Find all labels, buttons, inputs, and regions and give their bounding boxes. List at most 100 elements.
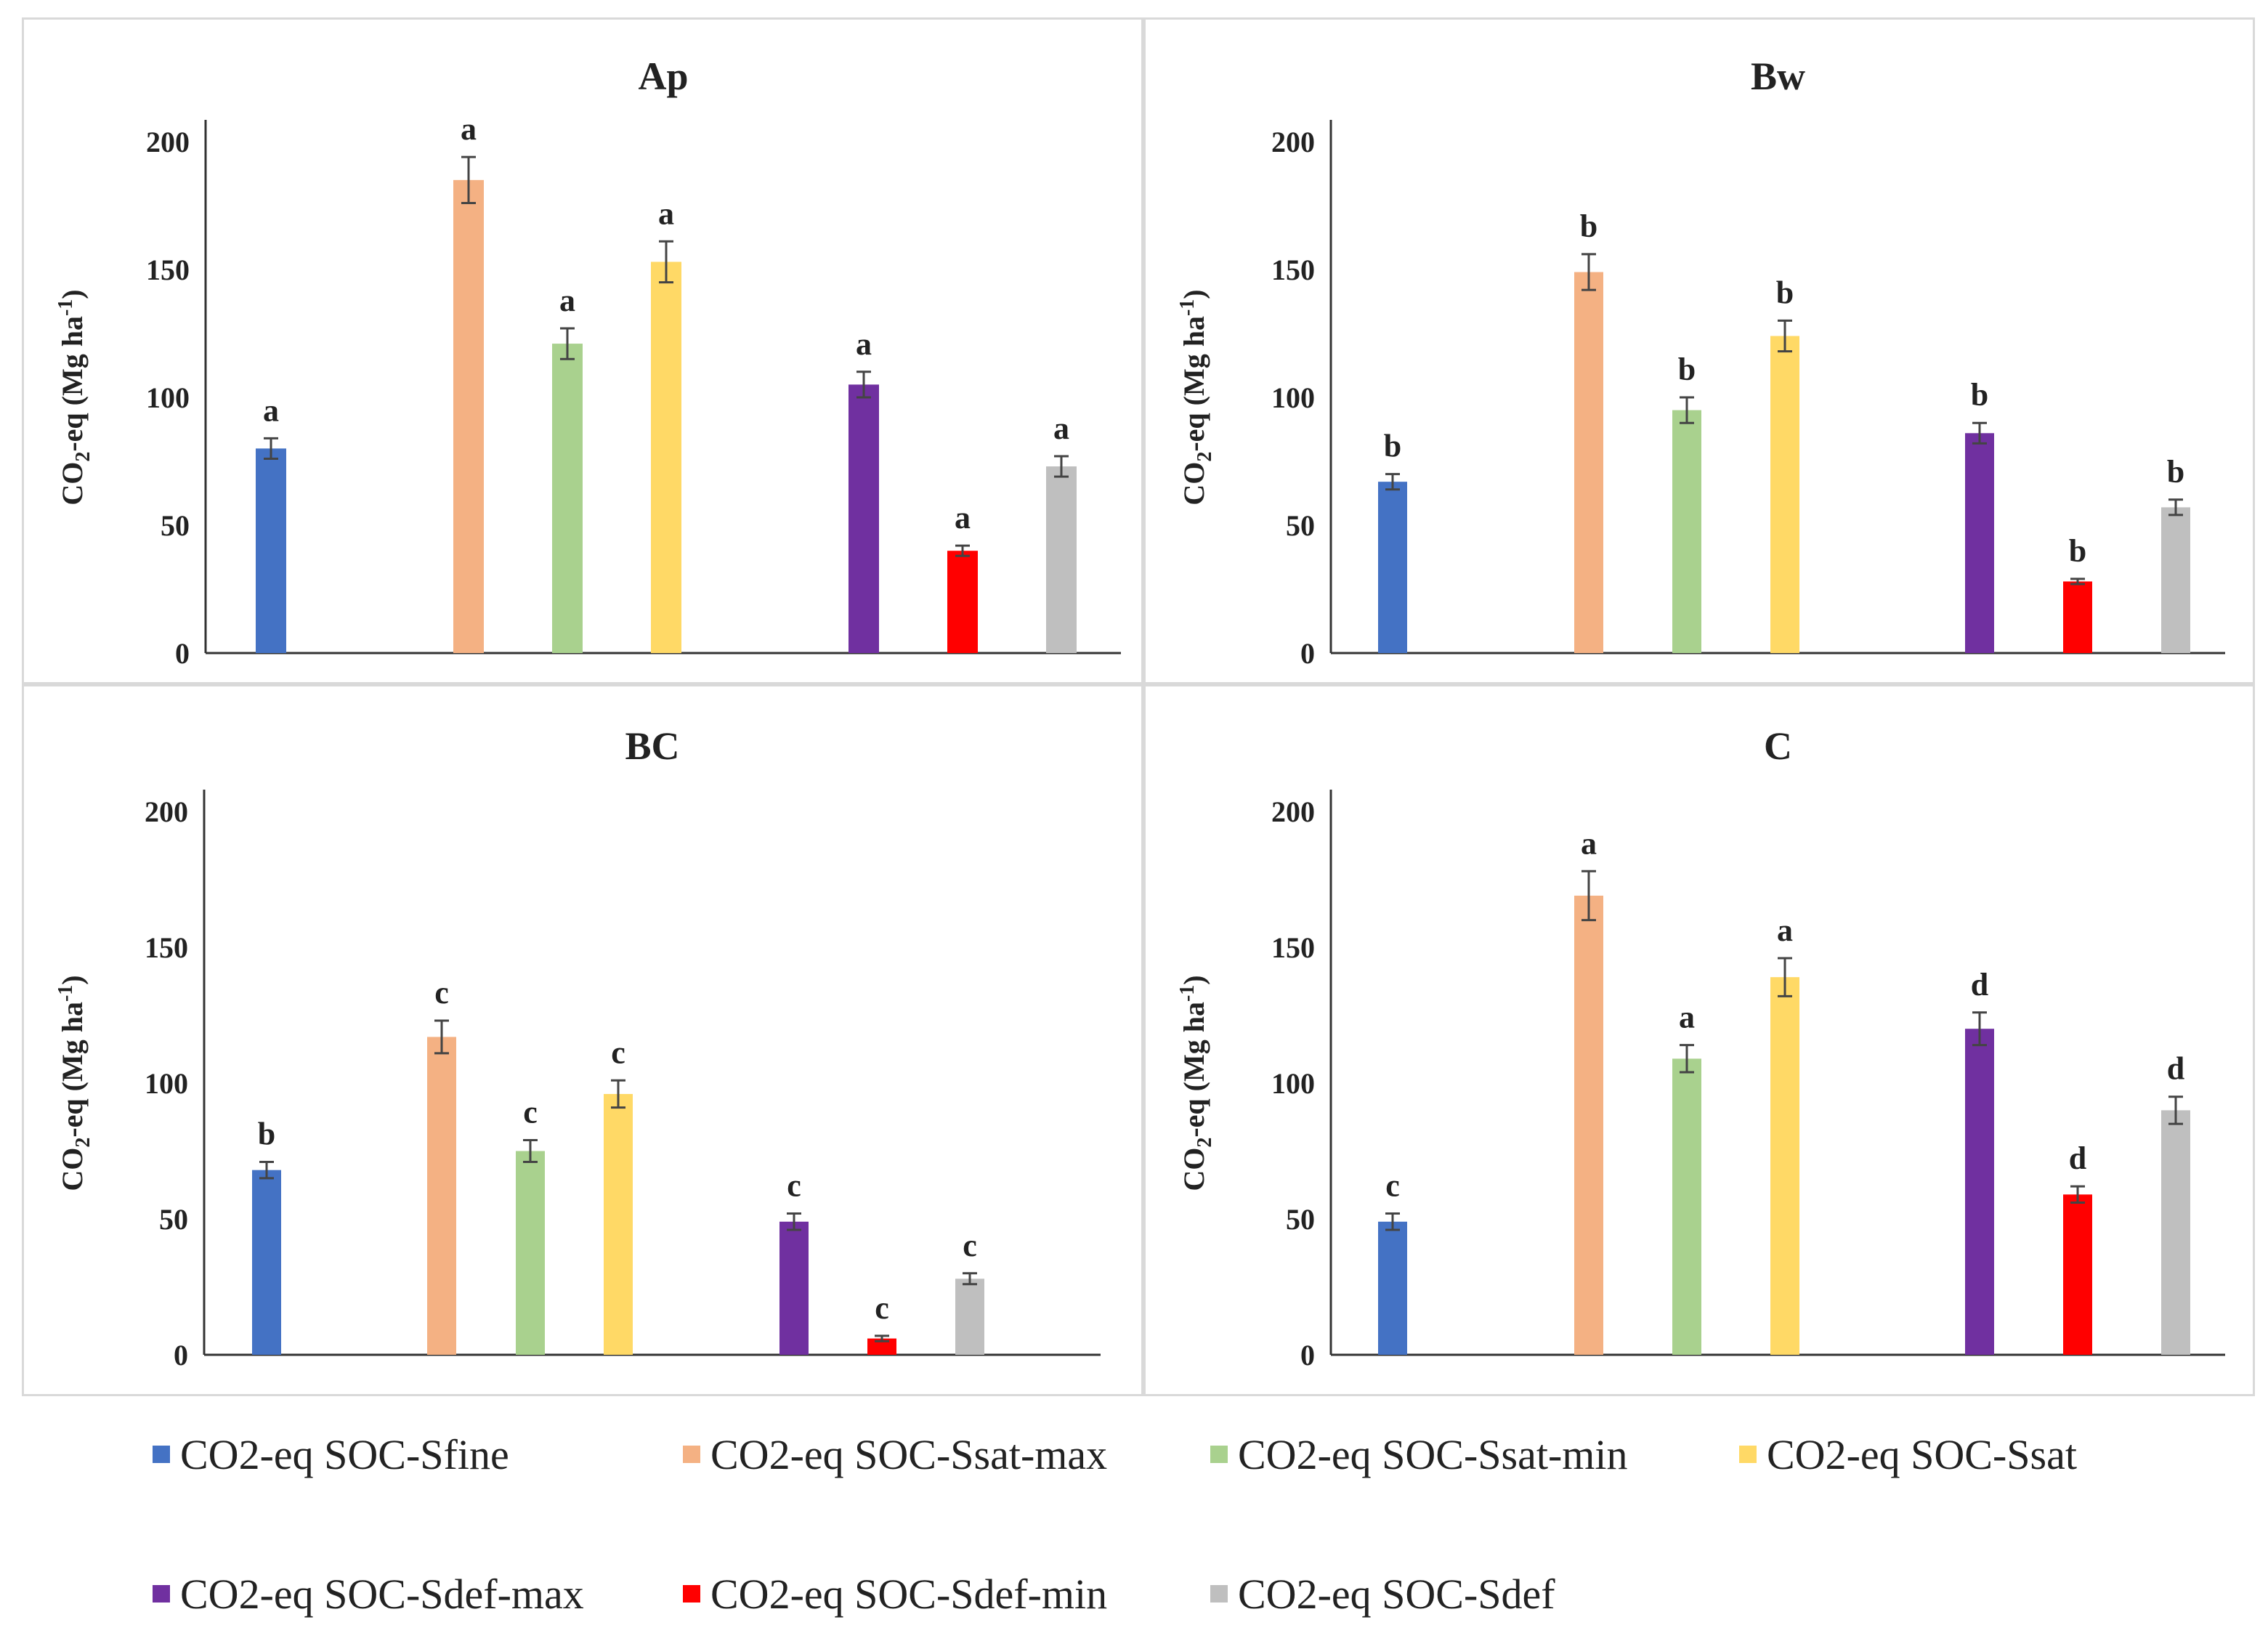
significance-letter: b [2167, 454, 2184, 490]
y-tick-label: 150 [146, 254, 190, 286]
chart-svg: Ap CO2-eq (Mg ha-1) 0 50 100 150 200 a a a a a a a [54, 54, 1121, 670]
significance-letter: a [1053, 410, 1069, 446]
bar-co2-eq-soc-sdef [2161, 507, 2190, 653]
bar-co2-eq-soc-ssat-min [516, 1151, 545, 1355]
significance-letter: c [434, 975, 449, 1010]
y-tick-label: 0 [1300, 637, 1315, 670]
legend-label: CO2-eq SOC-Ssat-max [710, 1430, 1108, 1478]
y-tick-label: 0 [1300, 1339, 1315, 1372]
significance-letter: c [875, 1290, 889, 1326]
bar-co2-eq-soc-ssat-max [427, 1037, 456, 1355]
bar-co2-eq-soc-ssat-max [1574, 895, 1603, 1355]
chart-svg: BC CO2-eq (Mg ha-1) 0 50 100 150 200 b c c c c c c [54, 724, 1101, 1372]
significance-letter: b [2069, 533, 2086, 569]
significance-letter: a [658, 195, 674, 231]
y-tick-label: 100 [146, 381, 190, 414]
bar-co2-eq-soc-sfine [256, 448, 286, 653]
legend-item-ssat-max: CO2-eq SOC-Ssat-max [683, 1430, 1108, 1478]
bar-co2-eq-soc-sdef-max [849, 384, 879, 653]
y-tick-label: 50 [1286, 509, 1315, 542]
legend-item-ssat-min: CO2-eq SOC-Ssat-min [1210, 1430, 1628, 1478]
bar-co2-eq-soc-ssat-max [1574, 272, 1603, 653]
significance-letter: b [1580, 208, 1597, 244]
bar-co2-eq-soc-sfine [1378, 482, 1407, 653]
significance-letter: c [1385, 1168, 1400, 1204]
bar-co2-eq-soc-sdef-min [2063, 1194, 2092, 1355]
y-tick-label: 100 [145, 1067, 188, 1100]
chart-panel-ap: Ap CO2-eq (Mg ha-1) 0 50 100 150 200 a a a a a a a [22, 17, 1143, 684]
y-axis-label: CO2-eq (Mg ha-1) [54, 289, 94, 505]
legend-swatch [683, 1585, 700, 1603]
y-tick-label: 200 [1271, 795, 1315, 828]
chart-svg: Bw CO2-eq (Mg ha-1) 0 50 100 150 200 b b b b b b b [1176, 54, 2225, 670]
legend-item-ssat: CO2-eq SOC-Ssat [1739, 1430, 2077, 1478]
significance-letter: d [2069, 1140, 2086, 1176]
legend-swatch [683, 1446, 700, 1463]
legend-item-sdef-min: CO2-eq SOC-Sdef-min [683, 1570, 1108, 1618]
bar-co2-eq-soc-sdef [1046, 466, 1077, 653]
significance-letter: c [787, 1168, 801, 1204]
legend-item-sfine: CO2-eq SOC-Sfine [153, 1430, 509, 1478]
significance-letter: d [2167, 1051, 2184, 1087]
bar-co2-eq-soc-sdef-min [947, 551, 978, 653]
significance-letter: a [856, 326, 872, 362]
bar-co2-eq-soc-ssat [1770, 336, 1799, 653]
significance-letter: a [263, 392, 279, 428]
legend-swatch [153, 1585, 170, 1603]
significance-letter: c [523, 1095, 538, 1130]
legend-item-sdef: CO2-eq SOC-Sdef [1210, 1570, 1555, 1618]
y-tick-label: 150 [145, 931, 188, 964]
legend-label: CO2-eq SOC-Ssat-min [1238, 1430, 1628, 1478]
y-axis-label: CO2-eq (Mg ha-1) [1176, 289, 1216, 505]
y-tick-label: 200 [1271, 126, 1315, 158]
y-tick-label: 50 [159, 1203, 188, 1236]
significance-letter: a [1777, 912, 1793, 948]
legend: CO2-eq SOC-Sfine CO2-eq SOC-Ssat-max CO2… [0, 1396, 2268, 1649]
significance-letter: a [559, 283, 575, 318]
bar-co2-eq-soc-ssat-max [453, 179, 484, 654]
legend-item-sdef-max: CO2-eq SOC-Sdef-max [153, 1570, 584, 1618]
chart-title: Ap [638, 54, 688, 98]
legend-swatch [1210, 1446, 1228, 1463]
y-tick-label: 50 [1286, 1203, 1315, 1236]
y-tick-label: 0 [175, 637, 190, 670]
bar-co2-eq-soc-sfine [1378, 1221, 1407, 1355]
bar-co2-eq-soc-ssat [604, 1093, 633, 1355]
legend-label: CO2-eq SOC-Sdef-min [710, 1570, 1108, 1618]
significance-letter: b [258, 1116, 275, 1151]
legend-label: CO2-eq SOC-Sdef [1238, 1570, 1555, 1618]
bar-co2-eq-soc-ssat [1770, 977, 1799, 1355]
chart-panel-bw: Bw CO2-eq (Mg ha-1) 0 50 100 150 200 b b b b b b b [1143, 17, 2255, 684]
significance-letter: b [1678, 352, 1696, 387]
chart-svg: C CO2-eq (Mg ha-1) 0 50 100 150 200 c a a a d d d [1176, 724, 2225, 1372]
legend-swatch [1210, 1585, 1228, 1603]
bar-co2-eq-soc-ssat-min [552, 344, 583, 653]
bar-co2-eq-soc-ssat-min [1672, 1058, 1701, 1355]
bar-co2-eq-soc-sdef [2161, 1110, 2190, 1355]
significance-letter: a [955, 500, 971, 535]
y-axis-label: CO2-eq (Mg ha-1) [1176, 975, 1216, 1191]
y-tick-label: 100 [1271, 381, 1315, 414]
significance-letter: a [1581, 825, 1597, 861]
significance-letter: a [461, 111, 477, 147]
bar-co2-eq-soc-sdef-max [1965, 1029, 1994, 1355]
legend-label: CO2-eq SOC-Sdef-max [180, 1570, 584, 1618]
legend-label: CO2-eq SOC-Ssat [1767, 1430, 2077, 1478]
significance-letter: c [963, 1228, 977, 1263]
legend-swatch [1739, 1446, 1757, 1463]
significance-letter: b [1971, 377, 1988, 413]
bar-co2-eq-soc-sdef-min [867, 1338, 896, 1355]
significance-letter: b [1384, 429, 1401, 464]
y-tick-label: 150 [1271, 931, 1315, 964]
legend-swatch [153, 1446, 170, 1463]
y-tick-label: 100 [1271, 1067, 1315, 1100]
bar-co2-eq-soc-sdef-min [2063, 581, 2092, 653]
bar-co2-eq-soc-sfine [252, 1170, 281, 1355]
legend-label: CO2-eq SOC-Sfine [180, 1430, 509, 1478]
y-tick-label: 0 [174, 1339, 188, 1372]
chart-title: BC [625, 724, 679, 768]
bar-co2-eq-soc-ssat [651, 262, 681, 653]
y-tick-label: 50 [161, 509, 190, 542]
y-tick-label: 200 [146, 126, 190, 158]
bar-co2-eq-soc-sdef-max [779, 1221, 809, 1355]
